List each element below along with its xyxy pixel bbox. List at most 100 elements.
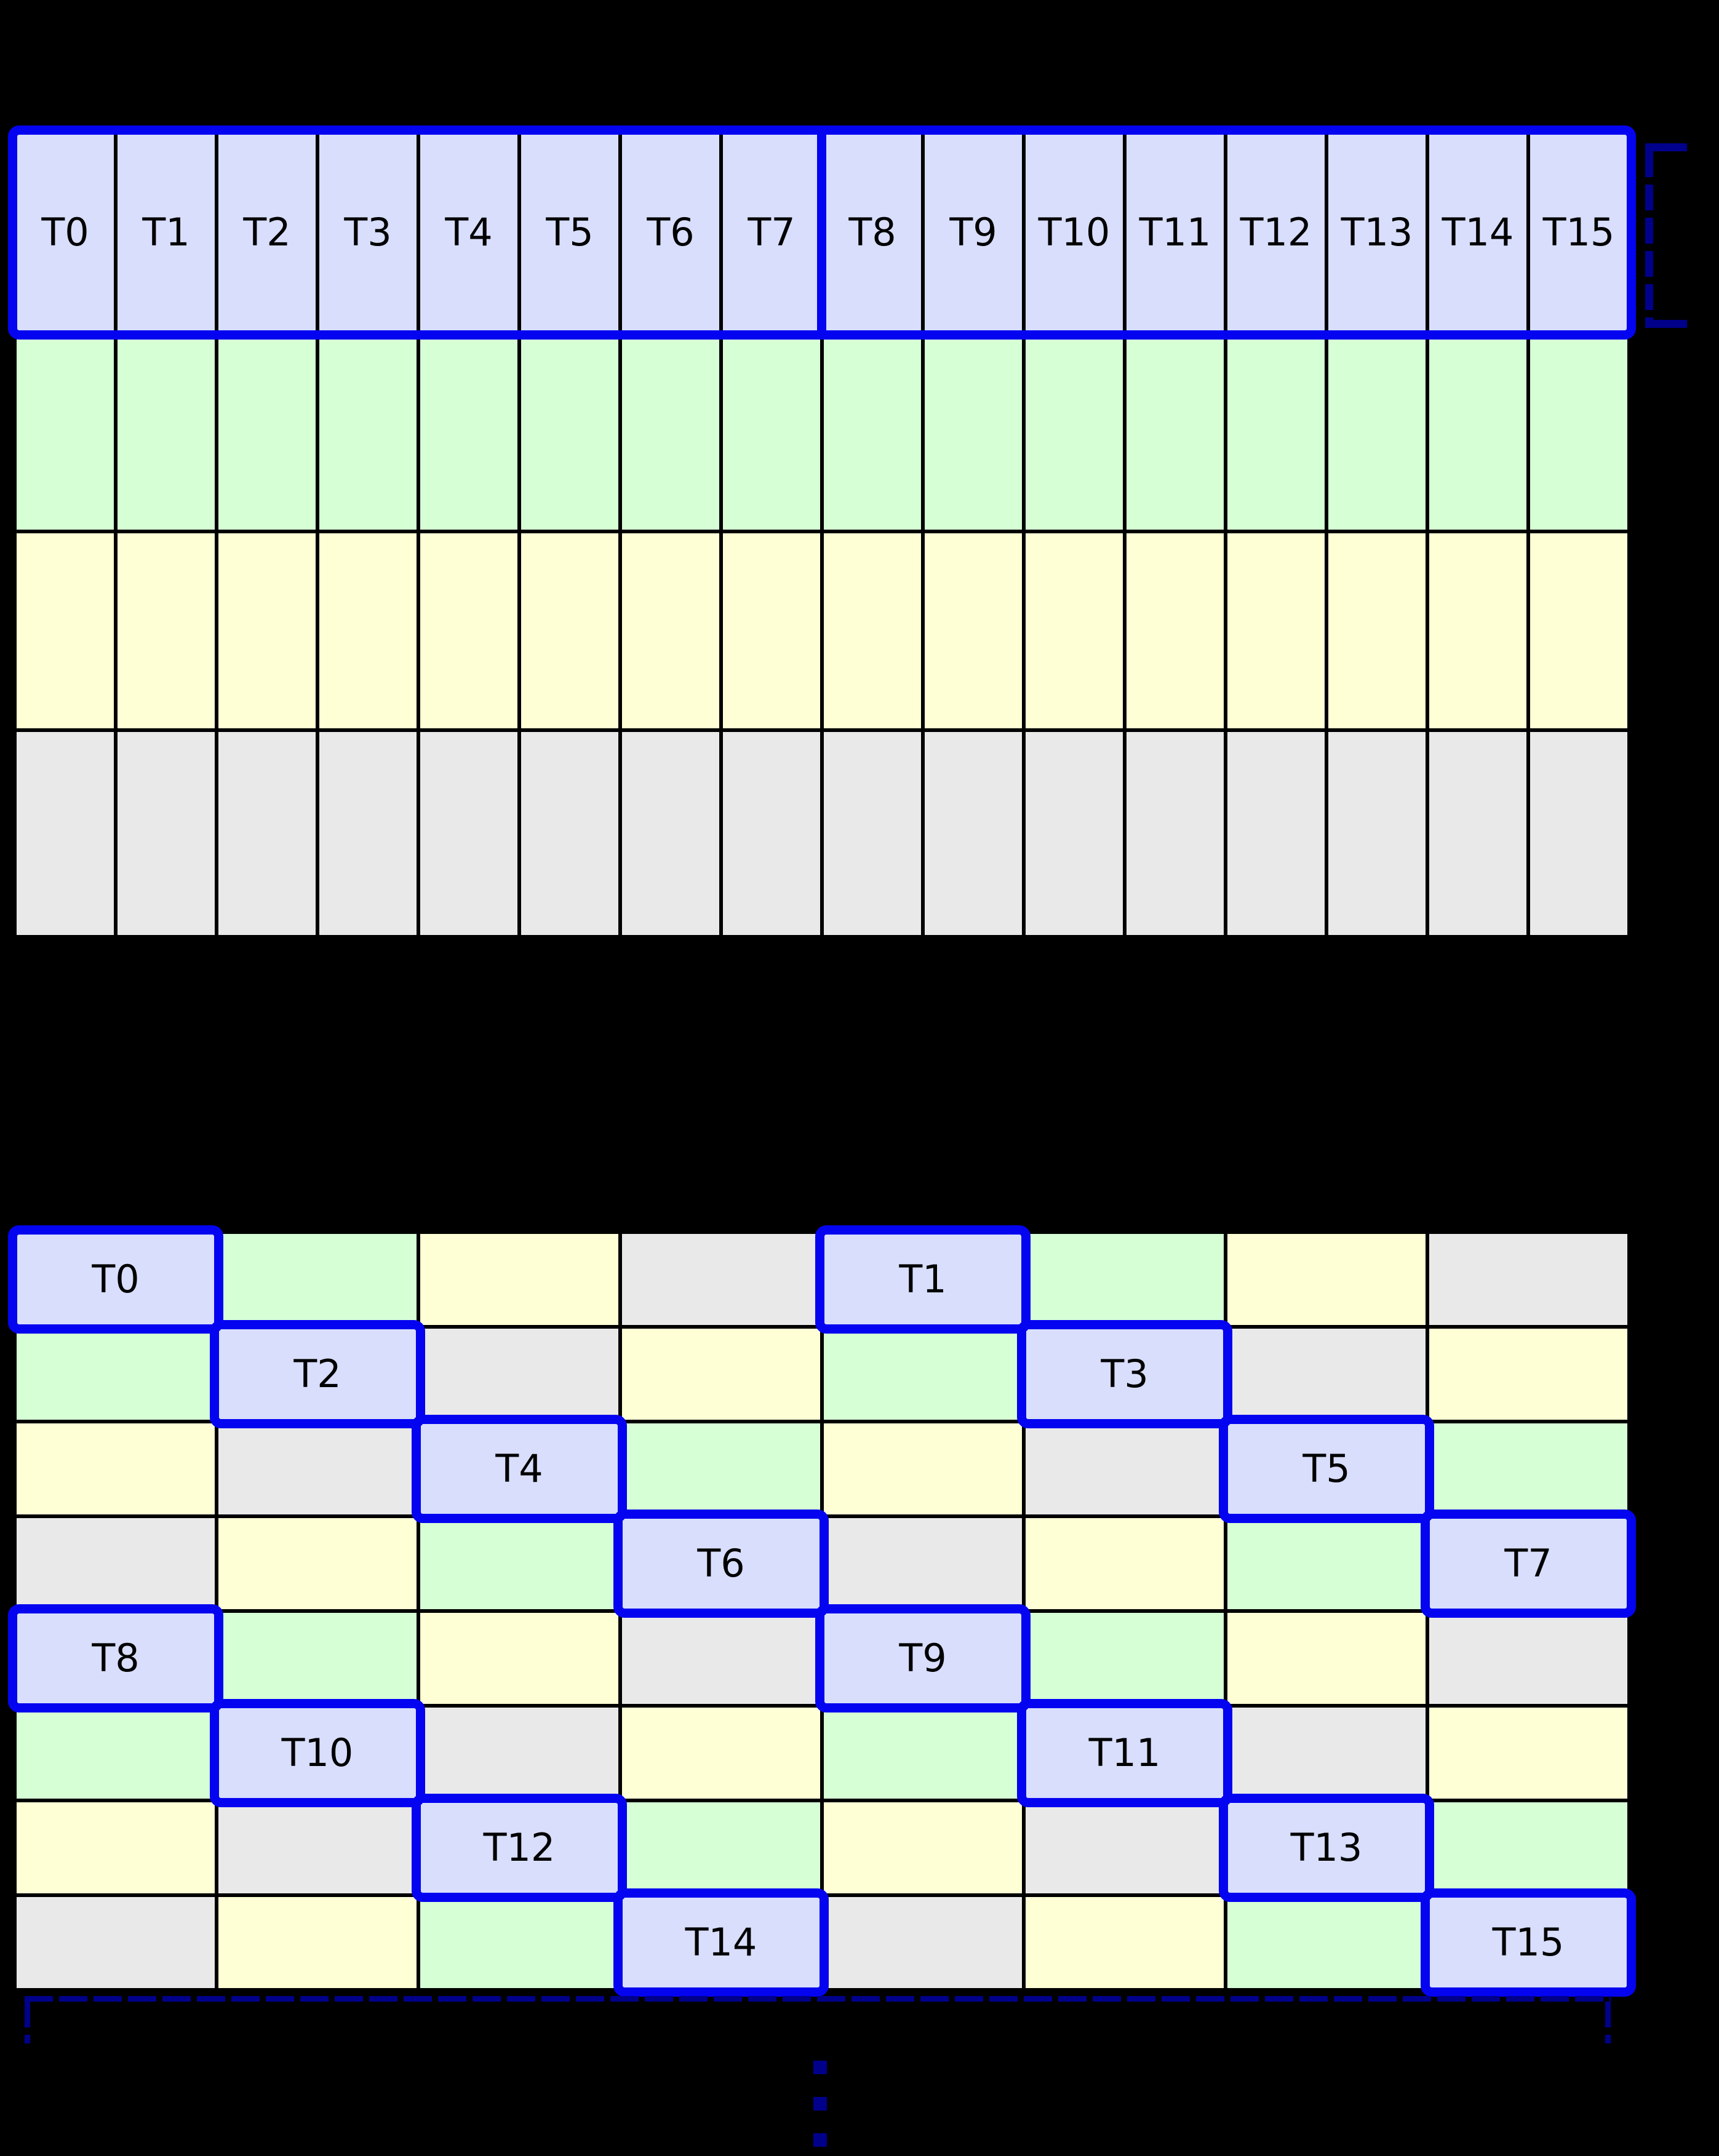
memory-cell bbox=[1227, 1708, 1426, 1799]
memory-cell bbox=[1530, 533, 1627, 728]
memory-cell bbox=[1026, 1897, 1224, 1988]
memory-cell bbox=[1429, 732, 1526, 935]
thread-cell: T8 bbox=[17, 1613, 215, 1704]
thread-label: T7 bbox=[748, 210, 796, 255]
memory-cell bbox=[319, 335, 417, 530]
memory-cell bbox=[218, 1802, 417, 1893]
thread-cell: T15 bbox=[1530, 134, 1627, 331]
bottom-bracket-right-tick bbox=[1605, 2002, 1611, 2043]
memory-cell bbox=[1227, 1897, 1426, 1988]
memory-cell bbox=[1026, 1802, 1224, 1893]
memory-cell bbox=[1127, 335, 1224, 530]
thread-label: T0 bbox=[41, 210, 89, 255]
thread-cell: T0 bbox=[17, 1234, 215, 1325]
memory-cell bbox=[17, 335, 114, 530]
memory-cell bbox=[1328, 732, 1426, 935]
memory-cell bbox=[622, 732, 719, 935]
thread-cell: T8 bbox=[824, 134, 921, 331]
memory-cell bbox=[17, 732, 114, 935]
memory-cell bbox=[622, 335, 719, 530]
memory-cell bbox=[1227, 732, 1325, 935]
memory-cell bbox=[925, 533, 1022, 728]
memory-cell bbox=[218, 1234, 417, 1325]
memory-cell bbox=[1328, 335, 1426, 530]
memory-cell bbox=[1026, 533, 1123, 728]
thread-cell: T6 bbox=[622, 1518, 820, 1609]
ellipsis-dot bbox=[813, 2061, 827, 2074]
thread-cell: T11 bbox=[1026, 1708, 1224, 1799]
memory-cell bbox=[723, 732, 820, 935]
memory-cell bbox=[723, 335, 820, 530]
memory-cell bbox=[17, 1518, 215, 1609]
memory-cell bbox=[420, 732, 517, 935]
memory-cell bbox=[17, 1423, 215, 1514]
memory-cell bbox=[420, 1234, 618, 1325]
memory-cell bbox=[824, 335, 921, 530]
memory-cell bbox=[17, 1329, 215, 1420]
memory-cell bbox=[1127, 732, 1224, 935]
memory-cell bbox=[1227, 1329, 1426, 1420]
thread-label: T15 bbox=[1492, 1920, 1565, 1965]
thread-cell: T2 bbox=[218, 134, 316, 331]
thread-label: T5 bbox=[1302, 1446, 1350, 1491]
thread-label: T4 bbox=[445, 210, 493, 255]
memory-cell bbox=[17, 533, 114, 728]
memory-cell bbox=[1429, 1613, 1627, 1704]
thread-cell: T12 bbox=[420, 1802, 618, 1893]
memory-cell bbox=[1328, 533, 1426, 728]
memory-cell bbox=[622, 1234, 820, 1325]
thread-cell: T11 bbox=[1127, 134, 1224, 331]
thread-cell: T4 bbox=[420, 1423, 618, 1514]
thread-cell: T9 bbox=[824, 1613, 1022, 1704]
memory-cell bbox=[1429, 335, 1526, 530]
memory-cell bbox=[420, 1518, 618, 1609]
memory-cell bbox=[824, 1897, 1022, 1988]
thread-cell: T6 bbox=[622, 134, 719, 331]
thread-label: T10 bbox=[1038, 210, 1111, 255]
memory-cell bbox=[1227, 533, 1325, 728]
memory-cell bbox=[521, 533, 618, 728]
memory-cell bbox=[118, 533, 215, 728]
memory-cell bbox=[622, 533, 719, 728]
memory-cell bbox=[118, 335, 215, 530]
memory-cell bbox=[622, 1613, 820, 1704]
memory-cell bbox=[420, 1708, 618, 1799]
memory-cell bbox=[925, 732, 1022, 935]
thread-cell: T10 bbox=[1026, 134, 1123, 331]
thread-label: T4 bbox=[495, 1446, 543, 1491]
thread-cell: T13 bbox=[1227, 1802, 1426, 1893]
memory-cell bbox=[218, 1518, 417, 1609]
memory-cell bbox=[723, 533, 820, 728]
memory-cell bbox=[1429, 1329, 1627, 1420]
memory-cell bbox=[1227, 1234, 1426, 1325]
memory-cell bbox=[218, 1613, 417, 1704]
memory-cell bbox=[1429, 1423, 1627, 1514]
thread-label: T1 bbox=[142, 210, 190, 255]
thread-label: T2 bbox=[243, 210, 291, 255]
thread-cell: T5 bbox=[1227, 1423, 1426, 1514]
memory-cell bbox=[622, 1423, 820, 1514]
thread-label: T14 bbox=[685, 1920, 757, 1965]
thread-label: T11 bbox=[1139, 210, 1211, 255]
thread-cell: T9 bbox=[925, 134, 1022, 331]
memory-cell bbox=[1429, 533, 1526, 728]
memory-cell bbox=[218, 335, 316, 530]
memory-cell bbox=[824, 1802, 1022, 1893]
thread-label: T5 bbox=[546, 210, 594, 255]
memory-cell bbox=[420, 335, 517, 530]
memory-cell bbox=[1026, 1423, 1224, 1514]
memory-cell bbox=[824, 1329, 1022, 1420]
thread-label: T14 bbox=[1442, 210, 1514, 255]
top-grid: T0 T1 T2 T3 T4 T5 T6 T7 T8 T9 T10 T11 T12 T13 T14 T15 bbox=[12, 130, 1632, 939]
memory-cell bbox=[218, 1423, 417, 1514]
thread-cell: T14 bbox=[1429, 134, 1526, 331]
thread-label: T12 bbox=[1240, 210, 1312, 255]
bottom-grid: T0 T1 T2 T3 T4 T5 T6 T7 T8 T9 T10 T11 T12 T13 T14 T15 bbox=[8, 1225, 1636, 1997]
thread-cell: T4 bbox=[420, 134, 517, 331]
thread-label: T8 bbox=[92, 1636, 140, 1681]
thread-label: T9 bbox=[899, 1636, 947, 1681]
thread-cell: T0 bbox=[17, 134, 114, 331]
memory-cell bbox=[420, 1613, 618, 1704]
memory-cell bbox=[1429, 1234, 1627, 1325]
thread-cell: T3 bbox=[1026, 1329, 1224, 1420]
